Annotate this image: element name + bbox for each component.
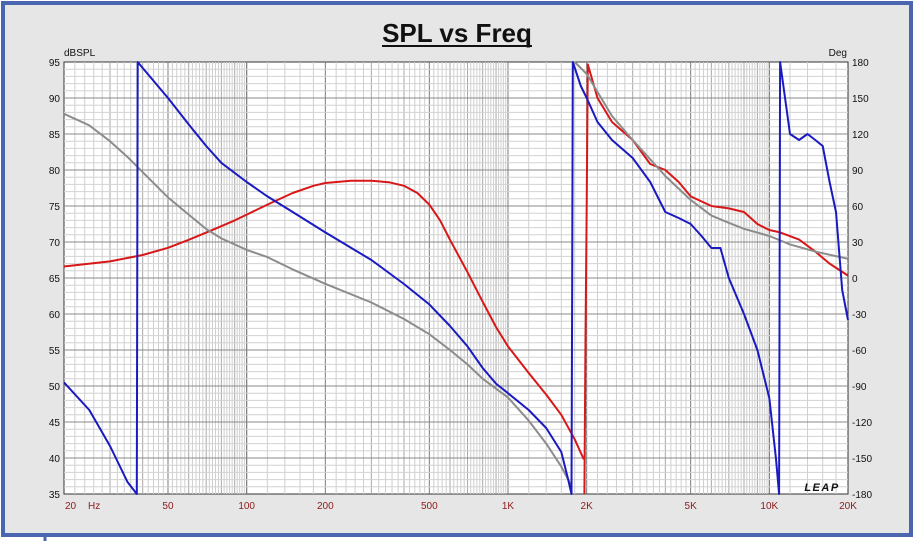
right-tick-label: 120 [852, 130, 869, 141]
left-tick-label: 80 [49, 166, 61, 177]
left-tick-label: 60 [49, 310, 61, 321]
left-tick-label: 55 [49, 346, 61, 357]
right-tick-label: -90 [852, 382, 867, 393]
x-tick-label: 500 [421, 501, 438, 512]
right-tick-label: 180 [852, 58, 869, 69]
left-tick-label: 40 [49, 454, 61, 465]
x-tick-label: 1K [502, 501, 515, 512]
right-axis-label: Deg [829, 48, 847, 59]
x-tick-label: 10K [760, 501, 778, 512]
x-tick-labels: 20 50 100 200 500 1K 2K 5K 10K 20K [65, 501, 857, 512]
x-tick-label: 50 [162, 501, 174, 512]
left-tick-label: 85 [49, 130, 61, 141]
left-axis-label: dBSPL [64, 48, 96, 59]
series-line-3 [573, 61, 849, 260]
series-line-2 [63, 112, 573, 488]
right-tick-label: 0 [852, 274, 858, 285]
right-tick-label: -120 [852, 418, 872, 429]
leap-logo: LEAP [804, 482, 839, 494]
right-tick-label: 90 [852, 166, 864, 177]
left-tick-label: 95 [49, 58, 61, 69]
left-tick-label: 35 [49, 490, 61, 501]
left-tick-label: 50 [49, 382, 61, 393]
x-tick-label: 200 [317, 501, 334, 512]
right-tick-label: -180 [852, 490, 872, 501]
series-line-0 [63, 179, 585, 460]
x-tick-label: 100 [238, 501, 255, 512]
right-tick-label: -60 [852, 346, 867, 357]
left-tick-label: 65 [49, 274, 61, 285]
chart-title: SPL vs Freq [382, 18, 532, 48]
x-tick-label: 5K [685, 501, 698, 512]
right-tick-label: 60 [852, 202, 864, 213]
right-tick-label: 150 [852, 94, 869, 105]
left-tick-labels: 35 40 45 50 55 60 65 70 75 80 85 90 95 [49, 58, 61, 501]
series-line-1 [583, 63, 849, 495]
x-tick-label: 20K [839, 501, 857, 512]
x-unit-label: Hz [88, 501, 100, 512]
left-tick-label: 75 [49, 202, 61, 213]
series-line-4 [63, 61, 849, 495]
series-layer [63, 61, 849, 495]
x-tick-label: 2K [581, 501, 594, 512]
left-tick-label: 45 [49, 418, 61, 429]
right-tick-label: -30 [852, 310, 867, 321]
right-tick-label: 30 [852, 238, 864, 249]
x-tick-label: 20 [65, 501, 77, 512]
left-tick-label: 90 [49, 94, 61, 105]
grid [64, 62, 848, 494]
right-tick-label: -150 [852, 454, 872, 465]
left-tick-label: 70 [49, 238, 61, 249]
right-tick-labels: -180 -150 -120 -90 -60 -30 0 30 60 90 120 150 180 [852, 58, 872, 501]
